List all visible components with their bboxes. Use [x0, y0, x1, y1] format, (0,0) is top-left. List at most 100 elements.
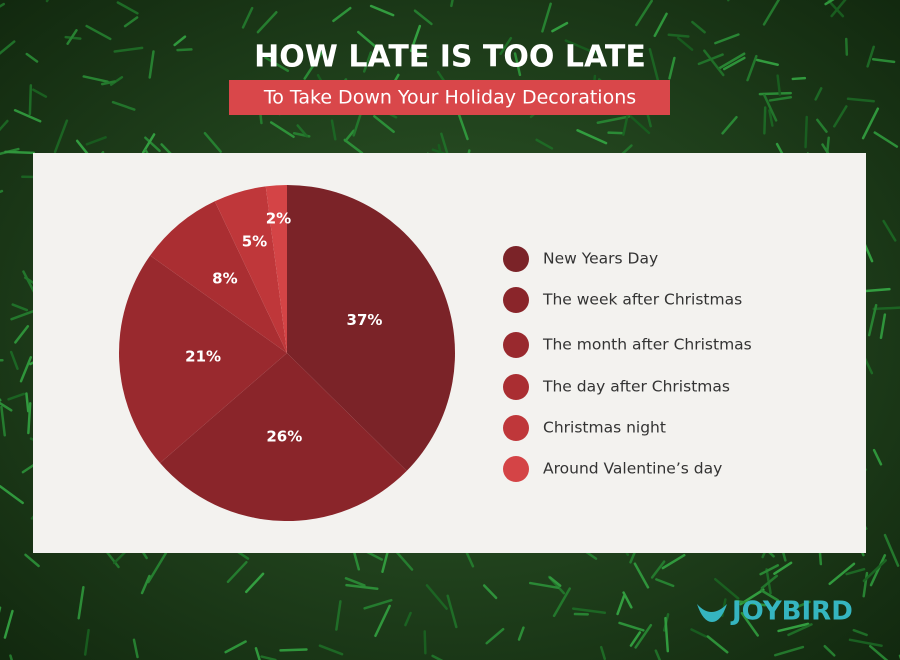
needle	[374, 604, 391, 638]
needle	[32, 88, 48, 98]
needle	[411, 47, 429, 59]
needle	[713, 577, 740, 600]
needle	[653, 12, 668, 38]
needle	[100, 80, 116, 86]
needle	[776, 74, 782, 96]
needle	[373, 115, 395, 134]
needle	[760, 574, 778, 590]
needle	[634, 623, 653, 649]
needle	[431, 654, 444, 660]
needle	[844, 37, 849, 56]
needle	[0, 405, 6, 437]
needle	[804, 115, 808, 149]
needle	[485, 627, 505, 645]
needle	[717, 52, 746, 70]
needle	[53, 119, 69, 154]
value-label: 26%	[266, 427, 302, 445]
needle	[773, 645, 805, 657]
needle	[241, 6, 254, 29]
needle	[599, 645, 607, 660]
needle	[450, 0, 454, 8]
value-label: 8%	[212, 270, 237, 288]
needle	[607, 131, 623, 135]
value-label: 21%	[185, 347, 221, 365]
needle	[648, 48, 660, 82]
needle	[734, 599, 767, 607]
needle	[13, 109, 42, 123]
needle	[622, 591, 633, 609]
legend-label: Around Valentine’s day	[543, 460, 722, 478]
value-label: 2%	[266, 209, 291, 227]
needle	[714, 33, 740, 45]
needle	[113, 46, 144, 53]
subtitle-banner	[229, 80, 670, 115]
needle	[224, 640, 247, 654]
needle	[828, 562, 856, 586]
needle	[691, 20, 706, 34]
needle	[676, 36, 694, 51]
needle	[690, 628, 708, 638]
needle	[77, 585, 85, 620]
needle	[721, 115, 738, 135]
needle	[549, 576, 562, 587]
needle	[768, 109, 774, 127]
needle	[535, 138, 554, 150]
needle	[28, 84, 33, 116]
pie-slice	[160, 353, 407, 521]
needle	[768, 96, 793, 102]
needle	[629, 631, 642, 647]
needle	[517, 626, 525, 641]
logo: JOYBIRD	[697, 597, 853, 627]
needle	[147, 551, 168, 584]
needle	[869, 554, 887, 587]
needle	[758, 91, 792, 96]
needle	[759, 564, 780, 576]
needle	[144, 136, 161, 153]
needle	[668, 56, 676, 80]
needle	[345, 583, 379, 591]
needle	[357, 30, 385, 55]
needle	[596, 115, 630, 124]
legend-swatch	[503, 287, 529, 313]
needle	[226, 560, 248, 584]
pie-slice	[150, 201, 287, 353]
needle	[824, 0, 835, 6]
needle	[871, 57, 896, 64]
needle	[814, 87, 823, 101]
needle	[571, 607, 607, 615]
needle	[756, 58, 779, 67]
needle	[760, 589, 780, 602]
needle	[264, 56, 290, 73]
needle	[279, 648, 308, 652]
legend-label: New Years Day	[543, 250, 658, 268]
needle	[25, 392, 30, 413]
needle	[667, 33, 690, 38]
pie-slice	[265, 185, 287, 353]
needle	[823, 644, 836, 657]
pie-slice	[287, 185, 456, 471]
title: HOW LATE IS TOO LATE	[254, 40, 646, 75]
needle	[344, 129, 355, 143]
needle	[3, 609, 14, 639]
needle	[4, 150, 35, 155]
needle	[777, 622, 810, 633]
legend: New Years Day The week after Christmas The…	[503, 246, 752, 482]
needle	[740, 611, 759, 637]
needle	[19, 356, 33, 383]
needle	[833, 105, 848, 128]
legend-swatch	[503, 374, 529, 400]
needle	[244, 572, 265, 594]
needle	[85, 136, 107, 146]
needle	[866, 45, 875, 68]
needle	[513, 52, 522, 77]
legend-swatch	[503, 332, 529, 358]
needle	[75, 139, 90, 157]
needle	[883, 533, 900, 567]
brand: JOYBIRD	[730, 597, 853, 627]
needle	[616, 594, 626, 616]
needle	[482, 584, 498, 600]
logo-icon	[697, 604, 727, 622]
needle	[343, 138, 364, 155]
needle	[635, 0, 653, 27]
needle	[111, 100, 136, 111]
